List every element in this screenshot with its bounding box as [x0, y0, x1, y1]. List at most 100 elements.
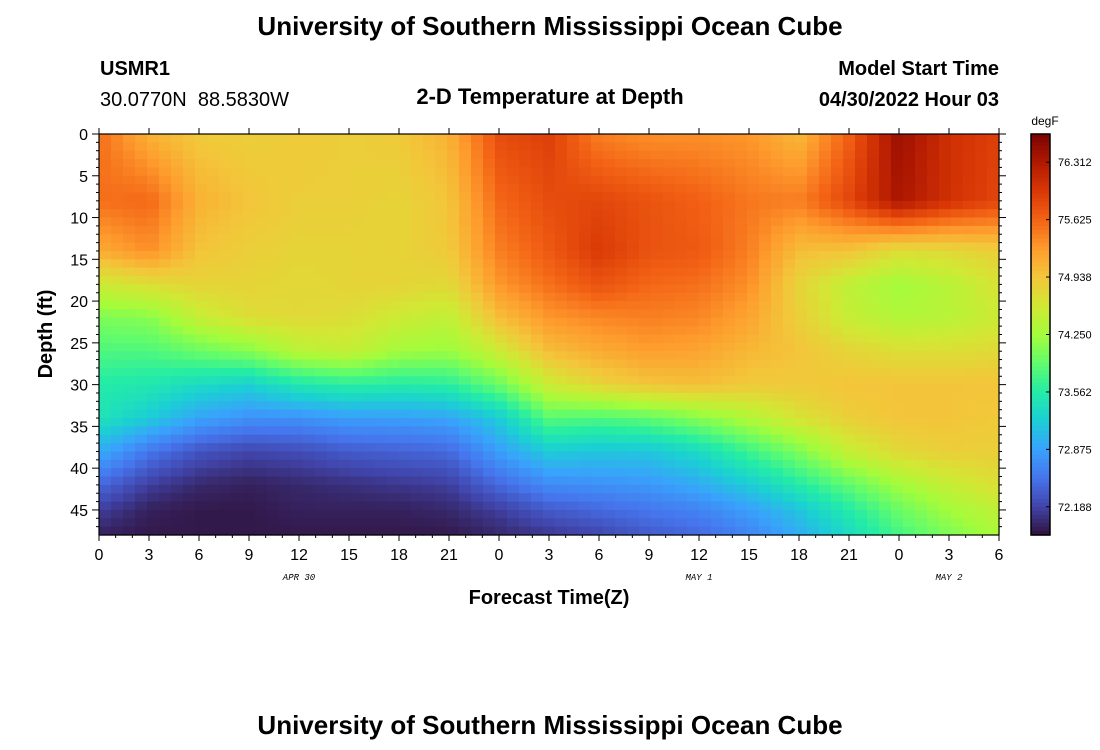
heatmap-cell: [423, 384, 436, 394]
heatmap-cell: [339, 459, 352, 469]
heatmap-cell: [195, 150, 208, 160]
heatmap-cell: [339, 451, 352, 461]
heatmap-cell: [687, 384, 700, 394]
heatmap-cell: [891, 418, 904, 427]
heatmap-cell: [987, 367, 1000, 377]
heatmap-cell: [903, 167, 916, 177]
heatmap-cell: [723, 209, 736, 219]
heatmap-cell: [327, 276, 340, 285]
heatmap-cell: [867, 217, 880, 227]
heatmap-cell: [387, 175, 400, 185]
heatmap-cell: [423, 418, 436, 427]
heatmap-cell: [759, 392, 772, 402]
heatmap-cell: [915, 301, 928, 311]
colorbar-segment: [1031, 506, 1050, 512]
heatmap-cell: [891, 225, 904, 235]
heatmap-cell: [771, 142, 784, 152]
heatmap-cell: [603, 276, 616, 285]
heatmap-cell: [255, 167, 268, 177]
heatmap-cell: [939, 200, 952, 210]
heatmap-cell: [699, 267, 712, 277]
heatmap-cell: [615, 167, 628, 177]
colorbar-segment: [1031, 306, 1050, 312]
heatmap-cell: [495, 242, 508, 252]
heatmap-cell: [675, 267, 688, 277]
heatmap-cell: [399, 392, 412, 402]
heatmap-cell: [915, 409, 928, 419]
heatmap-cell: [711, 284, 724, 294]
heatmap-cell: [603, 426, 616, 436]
heatmap-cell: [267, 392, 280, 402]
heatmap-cell: [555, 259, 568, 269]
heatmap-cell: [231, 376, 244, 386]
heatmap-cell: [795, 250, 808, 260]
heatmap-cell: [891, 200, 904, 210]
heatmap-cell: [147, 351, 160, 361]
heatmap-cell: [159, 234, 172, 244]
heatmap-cell: [651, 526, 664, 536]
heatmap-cell: [615, 518, 628, 528]
heatmap-cell: [111, 276, 124, 285]
heatmap-cell: [519, 242, 532, 252]
heatmap-cell: [951, 484, 964, 494]
heatmap-cell: [555, 484, 568, 494]
heatmap-cell: [447, 317, 460, 327]
heatmap-cell: [951, 426, 964, 436]
heatmap-cell: [327, 209, 340, 219]
heatmap-cell: [375, 326, 388, 336]
colorbar-tick-label: 75.625: [1058, 215, 1092, 227]
heatmap-cell: [615, 451, 628, 461]
heatmap-cell: [399, 175, 412, 185]
heatmap-cell: [447, 351, 460, 361]
heatmap-cell: [111, 167, 124, 177]
colorbar-segment: [1031, 198, 1050, 203]
heatmap-cell: [123, 392, 136, 402]
heatmap-cell: [363, 526, 376, 536]
heatmap-cell: [351, 418, 364, 427]
heatmap-cell: [543, 309, 556, 319]
heatmap-cell: [495, 142, 508, 152]
heatmap-cell: [879, 351, 892, 361]
heatmap-cell: [855, 509, 868, 519]
heatmap-cell: [987, 309, 1000, 319]
heatmap-cell: [423, 242, 436, 252]
heatmap-cell: [579, 342, 592, 352]
heatmap-cell: [735, 526, 748, 536]
heatmap-cell: [843, 476, 856, 486]
heatmap-cell: [867, 200, 880, 210]
heatmap-cell: [219, 434, 232, 444]
heatmap-cell: [231, 476, 244, 486]
heatmap-cell: [555, 209, 568, 219]
heatmap-cell: [531, 359, 544, 369]
heatmap-cell: [339, 192, 352, 202]
heatmap-cell: [363, 225, 376, 235]
heatmap-cell: [459, 217, 472, 227]
heatmap-cell: [567, 284, 580, 294]
heatmap-cell: [255, 200, 268, 210]
heatmap-cell: [183, 518, 196, 528]
heatmap-cell: [351, 434, 364, 444]
heatmap-cell: [375, 234, 388, 244]
heatmap-cell: [315, 434, 328, 444]
heatmap-cell: [951, 401, 964, 411]
heatmap-cell: [183, 326, 196, 336]
heatmap-cell: [987, 401, 1000, 411]
heatmap-cell: [423, 359, 436, 369]
heatmap-cell: [711, 192, 724, 202]
heatmap-cell: [639, 384, 652, 394]
heatmap-cell: [543, 484, 556, 494]
heatmap-cell: [795, 493, 808, 503]
heatmap-cell: [735, 309, 748, 319]
heatmap-cell: [555, 451, 568, 461]
heatmap-cell: [759, 326, 772, 336]
heatmap-cell: [99, 434, 112, 444]
heatmap-cell: [543, 367, 556, 377]
heatmap-cell: [315, 159, 328, 169]
heatmap-cell: [207, 526, 220, 536]
heatmap-cell: [759, 267, 772, 277]
heatmap-cell: [255, 359, 268, 369]
x-tick-label: 18: [390, 547, 408, 564]
heatmap-cell: [615, 376, 628, 386]
heatmap-cell: [339, 392, 352, 402]
heatmap-cell: [411, 159, 424, 169]
